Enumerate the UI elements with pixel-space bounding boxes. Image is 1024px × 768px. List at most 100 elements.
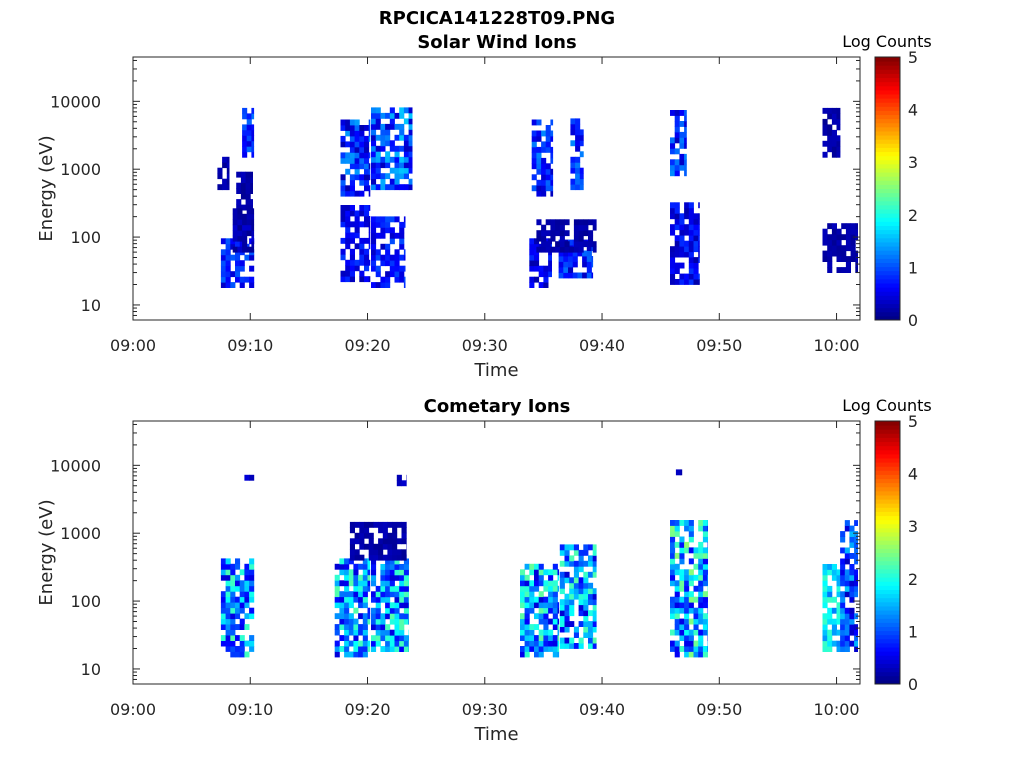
heatmap-cell <box>555 219 561 226</box>
heatmap-cell <box>588 555 594 562</box>
heatmap-cell <box>230 580 236 587</box>
heatmap-cell <box>249 646 255 652</box>
heatmap-cell <box>399 618 405 625</box>
heatmap-cell <box>698 257 700 263</box>
heatmap-cell <box>702 563 708 570</box>
heatmap-cell <box>339 602 345 609</box>
heatmap-cell <box>371 624 377 631</box>
heatmap-cell <box>693 629 699 636</box>
heatmap-cell <box>251 246 255 253</box>
heatmap-cell <box>375 167 381 174</box>
heatmap-cell <box>531 146 537 153</box>
heatmap-cell <box>822 239 828 246</box>
heatmap-cell <box>345 141 351 148</box>
heatmap-cell <box>538 629 544 636</box>
heatmap-cell <box>529 629 535 636</box>
heatmap-cell <box>573 246 579 253</box>
heatmap-cell <box>688 262 694 269</box>
heatmap-cell <box>688 520 694 526</box>
heatmap-cell <box>543 596 549 603</box>
heatmap-cell <box>564 571 570 578</box>
colorbar-swatch <box>875 494 900 500</box>
heatmap-cell <box>684 574 690 581</box>
heatmap-cell <box>670 207 676 214</box>
heatmap-cell <box>334 563 340 570</box>
heatmap-cell <box>349 237 355 244</box>
heatmap-cell <box>244 474 250 481</box>
heatmap-cell <box>524 646 530 652</box>
heatmap-cell <box>358 563 364 570</box>
heatmap-cell <box>670 520 676 526</box>
heatmap-cell <box>354 146 360 153</box>
heatmap-cell <box>340 248 346 255</box>
heatmap-cell <box>538 569 544 576</box>
colorbar-swatch <box>875 593 900 599</box>
heatmap-cell <box>529 646 535 652</box>
heatmap-cell <box>849 629 855 636</box>
heatmap-cell <box>693 224 699 231</box>
heatmap-cell <box>822 118 828 125</box>
heatmap-cell <box>385 591 391 598</box>
heatmap-cell <box>670 558 676 565</box>
heatmap-cell <box>679 224 685 231</box>
heatmap-cell <box>583 593 589 600</box>
heatmap-cell <box>684 251 690 258</box>
heatmap-cell <box>831 564 837 570</box>
heatmap-cell <box>340 179 346 186</box>
heatmap-cell <box>559 643 565 649</box>
heatmap-cell <box>827 234 833 241</box>
heatmap-cell <box>693 246 699 253</box>
heatmap-cell <box>688 629 694 636</box>
heatmap-cell <box>375 249 381 256</box>
y-tick-label: 100 <box>70 592 101 611</box>
heatmap-cell <box>822 624 828 631</box>
heatmap-cell <box>399 629 405 636</box>
colorbar-swatch <box>875 618 900 623</box>
heatmap-cell <box>344 629 350 636</box>
heatmap-cell <box>358 646 364 652</box>
heatmap-cell <box>403 156 409 163</box>
heatmap-cell <box>239 282 245 288</box>
heatmap-cell <box>844 553 850 559</box>
heatmap-cell <box>396 538 402 545</box>
heatmap-cell <box>403 646 409 652</box>
heatmap-cell <box>371 618 377 625</box>
heatmap-cell <box>822 629 828 636</box>
heatmap-cell <box>552 624 558 630</box>
heatmap-cell <box>548 265 552 272</box>
heatmap-cell <box>679 279 685 285</box>
heatmap-cell <box>345 125 351 131</box>
heatmap-cell <box>371 178 377 185</box>
heatmap-cell <box>674 520 680 526</box>
heatmap-cell <box>340 276 346 283</box>
colorbar-frame <box>874 420 901 685</box>
heatmap-cell <box>570 184 576 191</box>
heatmap-cell <box>592 610 597 617</box>
heatmap-cell <box>557 624 560 630</box>
heatmap-cell <box>844 525 850 532</box>
heatmap-cell <box>534 265 540 272</box>
heatmap-cell <box>702 602 708 609</box>
heatmap-cell <box>362 646 368 652</box>
heatmap-cell <box>855 223 858 230</box>
heatmap-cell <box>840 602 846 609</box>
heatmap-cell <box>538 646 544 652</box>
heatmap-cell <box>217 167 223 174</box>
heatmap-cell <box>349 135 355 142</box>
heatmap-cell <box>403 276 406 283</box>
heatmap-cell <box>396 474 402 481</box>
heatmap-cell <box>693 240 699 247</box>
colorbar-swatch <box>875 188 900 194</box>
heatmap-cell <box>389 613 395 620</box>
heatmap-cell <box>840 624 846 631</box>
heatmap-cell <box>385 607 391 614</box>
plot-frame <box>132 420 861 685</box>
heatmap-cell <box>375 156 381 163</box>
heatmap-cell <box>548 646 554 652</box>
heatmap-cell <box>392 521 398 528</box>
heatmap-cell <box>591 256 594 262</box>
colorbar-frame <box>874 56 901 321</box>
heatmap-cell <box>359 210 365 217</box>
heatmap-cell <box>368 163 371 170</box>
heatmap-cell <box>568 256 574 262</box>
